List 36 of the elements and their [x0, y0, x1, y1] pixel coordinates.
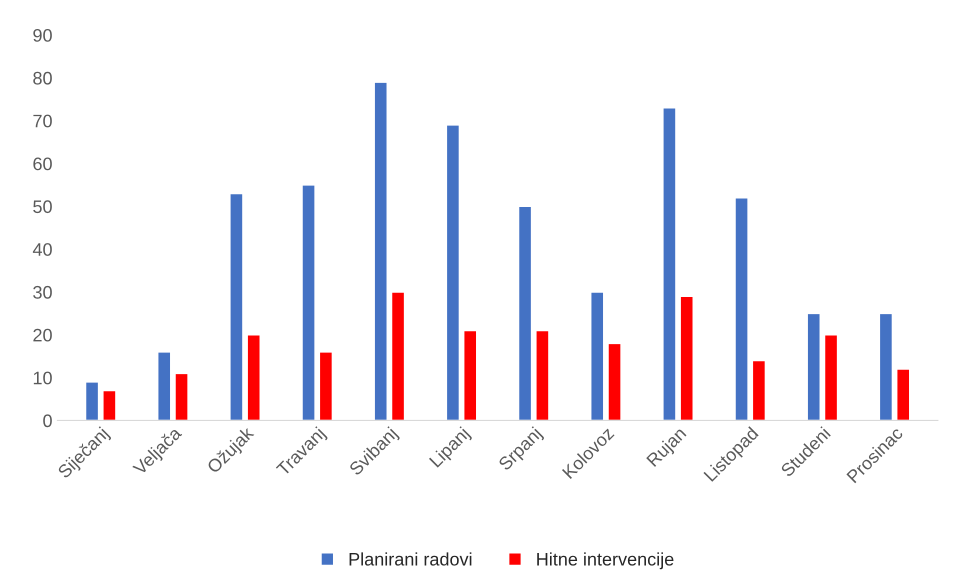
- bar: [157, 351, 172, 420]
- bar: [246, 334, 261, 420]
- y-tick-label: 0: [43, 414, 52, 428]
- bar: [680, 296, 694, 420]
- bar: [824, 334, 838, 420]
- legend-label: Hitne intervencije: [537, 552, 674, 570]
- bar: [896, 368, 910, 420]
- y-tick-label: 50: [33, 200, 52, 214]
- bar: [84, 381, 100, 420]
- y-tick-label: 30: [33, 286, 52, 299]
- y-tick-label: 60: [33, 157, 52, 170]
- bar: [878, 312, 894, 420]
- y-tick-label: 10: [34, 372, 52, 384]
- bar: [590, 291, 604, 420]
- y-tick-label: 20: [33, 328, 52, 342]
- legend-label: Planirani radovi: [350, 552, 472, 566]
- y-tick-label: 70: [33, 114, 52, 128]
- bar: [174, 372, 189, 420]
- bar: [518, 206, 532, 420]
- bar: [102, 390, 117, 420]
- bar: [535, 330, 550, 420]
- bar: [463, 330, 478, 420]
- bar: [806, 312, 821, 420]
- bar: [374, 81, 388, 420]
- bar: [662, 107, 677, 420]
- bar: [390, 291, 406, 420]
- y-tick-label: 40: [32, 243, 52, 256]
- y-tick-label: 80: [33, 72, 52, 85]
- bar: [446, 124, 460, 420]
- bar: [229, 192, 244, 420]
- bar: [607, 342, 622, 420]
- y-tick-label: 90: [33, 28, 52, 42]
- bar: [752, 360, 766, 420]
- bar: [734, 197, 749, 420]
- bar: [301, 184, 316, 420]
- bar: [318, 351, 334, 420]
